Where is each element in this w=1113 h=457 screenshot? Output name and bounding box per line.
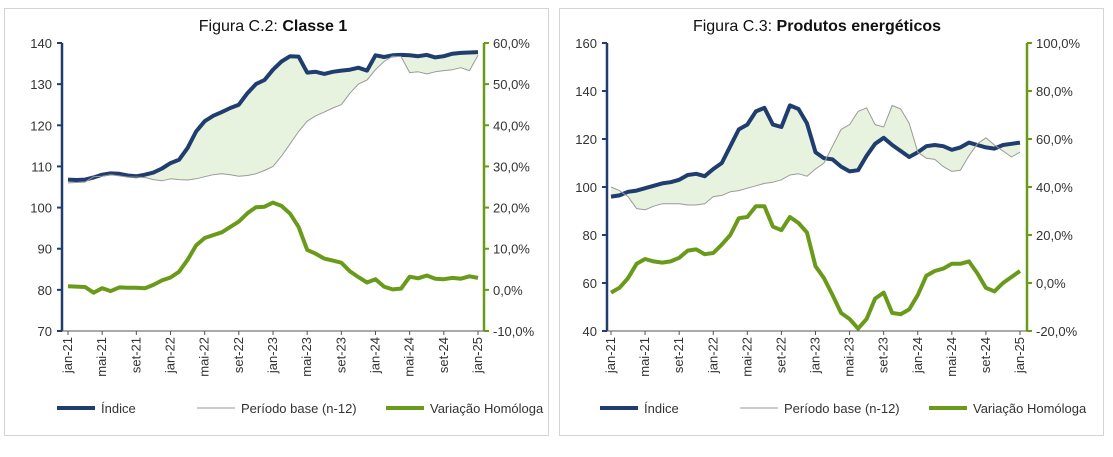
left-axis-tick-label: 90 [38, 242, 52, 257]
line-chart-produtos-energeticos: Figura C.3: Produtos energéticos 40 60 80 10… [575, 18, 1087, 416]
left-axis-tick-label: 60 [583, 276, 597, 291]
x-axis-tick-label: set-23 [333, 337, 348, 373]
chart-panel-classe-1: Figura C.2: Classe 1 70 80 90 100 110 120 130 14… [4, 8, 549, 436]
gap-fill-area [611, 105, 1020, 210]
left-axis-tick-label: 160 [575, 36, 597, 51]
x-axis-tick-label: mai-23 [842, 337, 857, 377]
left-axis-tick-label: 120 [30, 118, 52, 133]
right-axis-tick-label: 80,0% [1036, 84, 1073, 99]
right-axis-tick-label: 20,0% [1036, 228, 1073, 243]
x-axis-tick-label: set-22 [231, 337, 246, 373]
series-line-periodo-base [67, 55, 479, 184]
chart-title-main: Produtos energéticos [777, 18, 942, 35]
x-axis-tick-label: jan-25 [470, 337, 485, 374]
x-axis-tick-label: jan-25 [1012, 337, 1027, 374]
left-axis-tick-label: 100 [575, 180, 597, 195]
line-chart-classe-1: Figura C.2: Classe 1 70 80 90 100 110 120 130 14… [30, 18, 544, 416]
chart-title-prefix: Figura C.2: [199, 18, 283, 35]
x-axis-tick-label: set-21 [128, 337, 143, 373]
x-axis-tick-label: jan-24 [910, 337, 925, 374]
right-axis-tick-label: 40,0% [493, 118, 530, 133]
x-axis-tick-label: jan-22 [163, 337, 178, 374]
right-axis-tick-label: 20,0% [493, 201, 530, 216]
x-axis-tick-label: jan-21 [603, 337, 618, 374]
chart-title: Figura C.3: Produtos energéticos [693, 18, 941, 35]
x-axis-tick-label: jan-24 [368, 337, 383, 374]
chart-title: Figura C.2: Classe 1 [199, 18, 348, 35]
gap-fill-area [68, 52, 478, 183]
legend-label-indice: Índice [644, 401, 679, 416]
x-axis-tick-label: set-24 [436, 337, 451, 373]
right-axis-tick-label: 0,0% [1036, 276, 1066, 291]
left-axis-tick-label: 80 [583, 228, 597, 243]
x-axis-tick-label: mai-21 [637, 337, 652, 377]
x-axis-tick-label: mai-21 [94, 337, 109, 377]
left-axis-tick-label: 110 [31, 159, 52, 174]
x-axis-tick-label: jan-23 [265, 337, 280, 374]
series-line-indice [67, 50, 479, 182]
right-axis-tick-label: 60,0% [1036, 132, 1073, 147]
right-axis-tick-label: 30,0% [493, 159, 530, 174]
left-axis-tick-label: 100 [30, 201, 52, 216]
right-axis-tick-label: 100,0% [1036, 36, 1081, 51]
right-axis-tick-label: -10,0% [493, 324, 535, 339]
legend-label-variacao-homologa: Variação Homóloga [973, 401, 1087, 416]
x-axis-tick-label: mai-23 [299, 337, 314, 377]
left-axis-tick-label: 130 [30, 77, 52, 92]
legend-label-periodo-base: Período base (n-12) [784, 401, 900, 416]
x-axis-tick-label: set-24 [978, 337, 993, 373]
x-axis-tick-label: mai-24 [402, 337, 417, 377]
x-axis-tick-label: mai-22 [197, 337, 212, 377]
left-axis-tick-label: 140 [575, 84, 597, 99]
x-axis-tick-label: jan-21 [60, 337, 75, 374]
left-axis-tick-label: 80 [38, 283, 52, 298]
left-axis-tick-label: 120 [575, 132, 597, 147]
right-axis-tick-label: 60,0% [493, 36, 530, 51]
chart-title-main: Classe 1 [282, 18, 347, 35]
x-axis-tick-label: set-22 [773, 337, 788, 373]
legend-label-variacao-homologa: Variação Homóloga [430, 401, 544, 416]
series-line-variacao-homologa [67, 200, 479, 295]
left-axis-tick-label: 40 [583, 324, 597, 339]
right-axis-tick-label: 10,0% [493, 242, 530, 257]
chart-title-prefix: Figura C.3: [693, 18, 777, 35]
left-axis-tick-label: 70 [38, 324, 52, 339]
series-line-variacao-homologa [610, 204, 1022, 331]
chart-panel-produtos-energeticos: Figura C.3: Produtos energéticos 40 60 80 10… [559, 8, 1104, 436]
right-axis-tick-label: 50,0% [493, 77, 530, 92]
x-axis-tick-label: mai-24 [944, 337, 959, 377]
right-axis-tick-label: 0,0% [493, 283, 523, 298]
x-axis-tick-label: mai-22 [739, 337, 754, 377]
x-axis-tick-label: jan-22 [705, 337, 720, 374]
x-axis-tick-label: jan-23 [808, 337, 823, 374]
legend-label-indice: Índice [101, 401, 136, 416]
left-axis-tick-label: 140 [30, 36, 52, 51]
right-axis-tick-label: -20,0% [1036, 324, 1078, 339]
series-line-indice [610, 103, 1021, 199]
series-line-periodo-base [610, 104, 1021, 211]
x-axis-tick-label: set-21 [671, 337, 686, 373]
legend-label-periodo-base: Período base (n-12) [241, 401, 357, 416]
x-axis-tick-label: set-23 [876, 337, 891, 373]
right-axis-tick-label: 40,0% [1036, 180, 1073, 195]
